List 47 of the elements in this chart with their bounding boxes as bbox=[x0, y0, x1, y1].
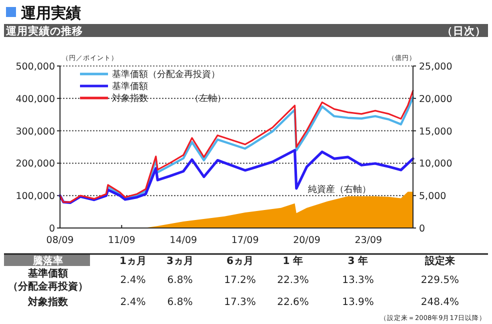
y2-tick-label: 15,000 bbox=[419, 126, 452, 138]
annotation: （左軸） bbox=[190, 93, 226, 104]
text: 3ヵ月 bbox=[166, 256, 194, 267]
x-tick-label: 14/09 bbox=[170, 235, 198, 246]
y-tick-label: 300,000 bbox=[16, 126, 55, 138]
y2-tick-label: 20,000 bbox=[419, 94, 452, 105]
chart-title: 運用実績 bbox=[20, 4, 81, 22]
text: 3 年 bbox=[348, 255, 368, 267]
text: 13.3% bbox=[342, 275, 374, 286]
y-tick-label: 100,000 bbox=[16, 191, 55, 202]
text: 6.8% bbox=[167, 275, 193, 286]
text: 1ヵ月 bbox=[120, 256, 146, 267]
x-tick-label: 20/09 bbox=[293, 235, 320, 246]
text: 6ヵ月 bbox=[226, 256, 254, 267]
text: 229.5% bbox=[420, 275, 460, 286]
series-label: 純資産（右軸） bbox=[308, 184, 371, 196]
x-tick-label: 11/09 bbox=[108, 235, 136, 246]
x-tick-label: 08/09 bbox=[46, 235, 74, 246]
text: 2.4% bbox=[120, 275, 146, 286]
text: 22.3% bbox=[277, 275, 309, 286]
text: 対象指数 bbox=[27, 296, 69, 308]
text: 17.3% bbox=[224, 297, 256, 308]
text: 17.2% bbox=[224, 275, 256, 286]
text: 1 年 bbox=[282, 255, 304, 267]
y-tick-label: 200,000 bbox=[16, 158, 55, 170]
text: 248.4% bbox=[420, 297, 460, 308]
text: 騰落率 bbox=[32, 255, 63, 267]
y-tick-label: 500,000 bbox=[16, 62, 55, 72]
text: 2.4% bbox=[120, 297, 146, 308]
legend-label: 対象指数 bbox=[112, 93, 148, 104]
text: 22.6% bbox=[277, 297, 309, 308]
x-tick-label: 23/09 bbox=[354, 235, 382, 246]
legend-label: 基準価額（分配金再投資） bbox=[112, 69, 220, 80]
y2-tick-label: 5,000 bbox=[419, 191, 446, 202]
x-tick-label: 17/09 bbox=[231, 235, 259, 246]
legend-label: 基準価額 bbox=[112, 81, 148, 92]
y2-tick-label: 25,000 bbox=[419, 62, 452, 72]
chart-subtitle: 運用実績の推移 bbox=[5, 24, 83, 38]
text: （日次） bbox=[442, 26, 486, 38]
y2-tick-label: 0 bbox=[419, 224, 426, 234]
y-tick-label: 0 bbox=[48, 224, 55, 234]
text: 基準価額（分配金再投資） bbox=[8, 268, 88, 292]
text: 13.9% bbox=[342, 297, 374, 308]
text: 設定来 bbox=[424, 255, 455, 267]
y-tick-label: 400,000 bbox=[16, 94, 55, 105]
y2-tick-label: 10,000 bbox=[419, 158, 452, 170]
text: 6.8% bbox=[167, 297, 193, 308]
